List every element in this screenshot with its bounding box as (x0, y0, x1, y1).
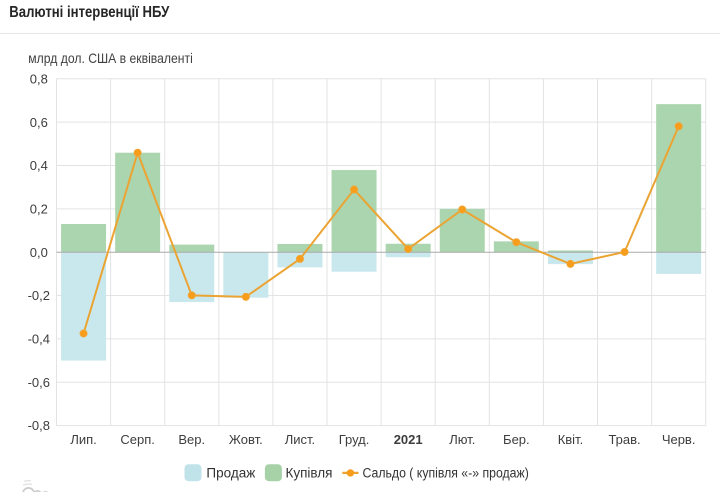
svg-text:Купівля: Купівля (286, 465, 333, 480)
svg-text:Серп.: Серп. (120, 432, 155, 447)
svg-text:Черв.: Черв. (662, 432, 696, 447)
svg-text:-0,8: -0,8 (28, 418, 50, 433)
svg-text:Лип.: Лип. (70, 432, 96, 447)
svg-text:2021: 2021 (394, 432, 423, 447)
svg-text:Продаж: Продаж (206, 465, 255, 480)
svg-text:0,0: 0,0 (30, 245, 48, 260)
svg-text:Трав.: Трав. (608, 432, 640, 447)
svg-text:Валютні інтервенції НБУ: Валютні інтервенції НБУ (9, 4, 169, 21)
svg-text:млрд дол. США в еквіваленті: млрд дол. США в еквіваленті (28, 50, 193, 66)
svg-text:Бер.: Бер. (503, 432, 530, 447)
svg-text:0,4: 0,4 (30, 158, 48, 173)
svg-text:0,6: 0,6 (30, 115, 48, 130)
svg-text:Жовт.: Жовт. (229, 432, 263, 447)
svg-text:0,2: 0,2 (30, 201, 48, 216)
svg-text:Лист.: Лист. (285, 432, 315, 447)
svg-text:Лют.: Лют. (449, 432, 475, 447)
svg-text:Груд.: Груд. (339, 432, 370, 447)
svg-text:0,8: 0,8 (30, 71, 48, 86)
svg-text:Сальдо ( купівля «-» продаж): Сальдо ( купівля «-» продаж) (363, 465, 529, 480)
svg-text:-0,6: -0,6 (28, 375, 50, 390)
svg-text:-0,4: -0,4 (28, 332, 50, 347)
svg-text:Квіт.: Квіт. (558, 432, 584, 447)
svg-text:-0,2: -0,2 (28, 288, 50, 303)
svg-text:Вер.: Вер. (178, 432, 205, 447)
